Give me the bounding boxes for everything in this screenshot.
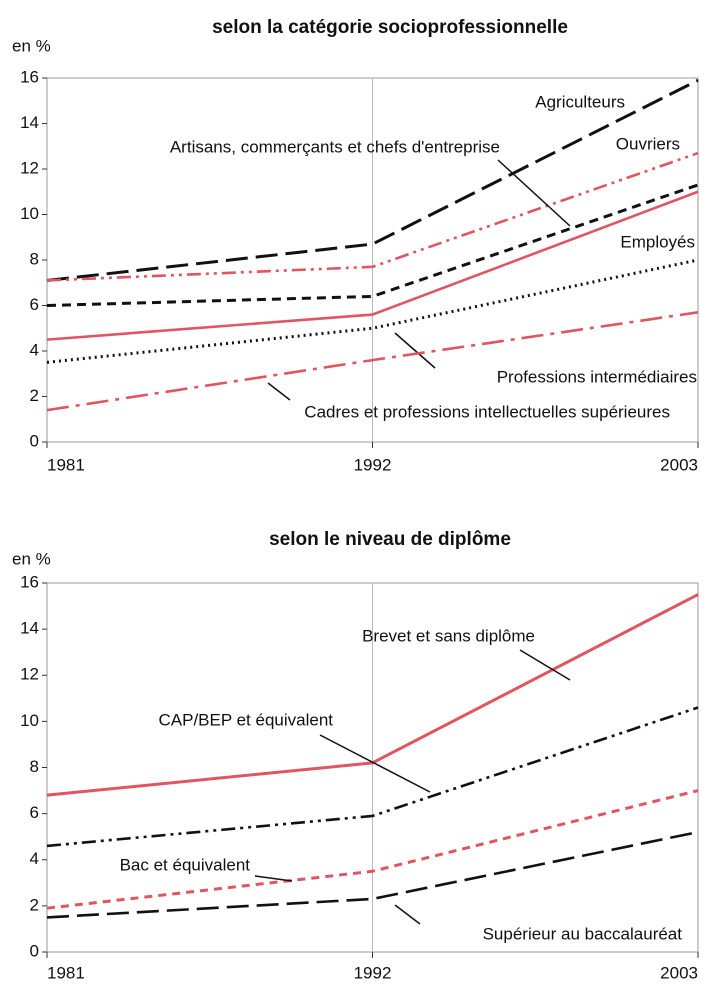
y-tick-label: 8	[30, 757, 39, 776]
y-tick-label: 4	[30, 340, 39, 359]
y-tick-label: 12	[20, 158, 39, 177]
y-tick-label: 12	[20, 665, 39, 684]
series-label: Supérieur au baccalauréat	[483, 924, 683, 943]
series-line	[46, 789, 699, 910]
leader-line	[497, 159, 571, 227]
series-line	[46, 830, 699, 919]
series-line	[46, 183, 699, 307]
y-tick-label: 2	[30, 895, 39, 914]
x-tick-label: 1992	[354, 455, 392, 474]
series-label: Employés	[620, 232, 695, 251]
leader-line	[519, 649, 571, 681]
y-tick-label: 10	[20, 711, 39, 730]
y-tick-label: 8	[30, 249, 39, 268]
series-line	[46, 311, 699, 412]
x-tick-label: 1992	[354, 963, 392, 982]
series-label: Cadres et professions intellectuelles su…	[304, 402, 670, 421]
y-tick-label: 16	[20, 572, 39, 591]
y-tick-label: 2	[30, 386, 39, 405]
x-tick-label: 2003	[660, 455, 698, 474]
y-tick-label: 0	[30, 431, 39, 450]
series-line	[46, 151, 699, 282]
chart-title: selon le niveau de diplôme	[269, 529, 511, 550]
y-tick-label: 0	[30, 941, 39, 960]
series-label: Ouvriers	[616, 134, 680, 153]
x-tick-label: 1981	[47, 455, 85, 474]
leader-line	[319, 734, 431, 793]
leader-line	[394, 904, 421, 925]
series-line	[46, 78, 699, 282]
y-axis-label: en %	[12, 36, 51, 55]
series-label: CAP/BEP et équivalent	[158, 710, 333, 729]
x-tick-label: 2003	[660, 963, 698, 982]
series-line	[46, 258, 699, 364]
y-tick-label: 14	[20, 619, 39, 638]
y-tick-label: 16	[20, 67, 39, 86]
y-tick-label: 10	[20, 204, 39, 223]
leader-line	[267, 382, 291, 401]
x-tick-label: 1981	[47, 963, 85, 982]
series-label: Brevet et sans diplôme	[362, 626, 535, 645]
leader-line	[254, 875, 293, 882]
y-axis-label: en %	[12, 549, 51, 568]
y-tick-label: 4	[30, 849, 39, 868]
chart-title: selon la catégorie socioprofessionnelle	[212, 17, 568, 38]
series-label: Professions intermédiaires	[497, 367, 697, 386]
y-tick-label: 6	[30, 803, 39, 822]
series-label: Agriculteurs	[535, 92, 625, 111]
series-line	[46, 706, 699, 848]
leader-line	[394, 332, 436, 369]
series-line	[46, 190, 699, 341]
y-tick-label: 14	[20, 113, 39, 132]
y-tick-label: 6	[30, 295, 39, 314]
series-label: Bac et équivalent	[120, 855, 251, 874]
series-label: Artisans, commerçants et chefs d'entrepr…	[170, 137, 500, 156]
